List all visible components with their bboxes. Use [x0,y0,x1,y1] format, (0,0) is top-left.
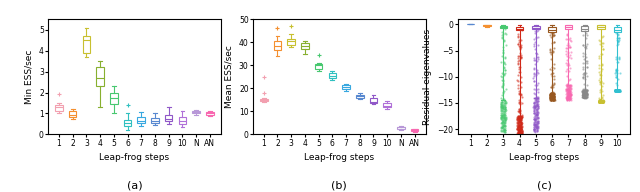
Y-axis label: Mean ESS/sec: Mean ESS/sec [225,45,234,108]
Text: (c): (c) [536,180,552,190]
Text: (b): (b) [332,180,347,190]
X-axis label: Leap-frog steps: Leap-frog steps [99,153,170,162]
Y-axis label: Min ESS/sec: Min ESS/sec [24,50,33,104]
Y-axis label: Residual eigenvalues: Residual eigenvalues [423,29,432,125]
X-axis label: Leap-frog steps: Leap-frog steps [509,153,579,162]
Text: (a): (a) [127,180,142,190]
X-axis label: Leap-frog steps: Leap-frog steps [304,153,374,162]
